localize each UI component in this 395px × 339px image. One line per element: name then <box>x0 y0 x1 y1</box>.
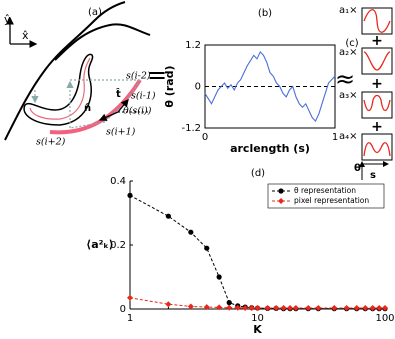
data-point <box>204 245 210 251</box>
data-point <box>188 229 194 235</box>
data-line <box>204 50 336 123</box>
data-point <box>331 305 338 312</box>
legend-label: θ representation <box>294 186 356 195</box>
data-point <box>369 305 376 312</box>
mode-thumbnails <box>359 7 393 180</box>
mode-coefficient: a₄× <box>339 131 358 142</box>
y-tick-label: 0 <box>120 304 126 315</box>
panel-label: (a) <box>88 7 102 18</box>
point-label: s(i+1) <box>106 127 136 138</box>
y-tick-label: 0.4 <box>110 176 126 187</box>
data-point <box>248 305 255 312</box>
data-point <box>226 300 232 306</box>
data-point <box>353 305 360 312</box>
x-tick-label: 1 <box>332 132 338 143</box>
legend-marker <box>278 198 284 204</box>
point-label: θ(s(i)) <box>123 106 152 117</box>
x-tick-label: 0 <box>202 132 208 143</box>
data-point <box>273 305 280 312</box>
point-label: s(i+2) <box>36 137 66 148</box>
point-label: s(i-1) <box>131 91 156 102</box>
legend-box <box>267 183 385 209</box>
mode-coefficient: a₁× <box>339 5 358 16</box>
x-tick-label: 100 <box>375 313 394 324</box>
mode-axis-label: s <box>370 170 376 181</box>
plus-sign: + <box>371 119 383 135</box>
data-point <box>127 192 133 198</box>
data-point <box>187 303 194 310</box>
y-axis-label: ⟨a²ₖ⟩ <box>86 238 114 251</box>
data-point <box>216 274 222 280</box>
data-point <box>362 305 369 312</box>
mode-coefficient: a₃× <box>339 90 358 101</box>
data-point <box>315 305 322 312</box>
data-point <box>292 305 299 312</box>
panel-label: (d) <box>251 168 265 179</box>
data-point <box>343 305 350 312</box>
vector-label: t̂ <box>115 87 121 100</box>
data-point <box>216 304 223 311</box>
vector-label: n̂ <box>84 102 91 114</box>
data-point <box>264 305 271 312</box>
data-point <box>382 305 388 312</box>
y-tick-label: -1.2 <box>181 123 201 134</box>
data-line <box>129 194 385 310</box>
legend-label: pixel representation <box>294 196 369 205</box>
y-tick-label: 1.2 <box>185 40 201 51</box>
x-axis-label: arclength (s) <box>230 142 310 155</box>
legend-marker <box>278 188 284 194</box>
data-point <box>165 213 171 219</box>
data-point <box>203 304 210 311</box>
plus-sign: + <box>371 33 383 49</box>
axis-glyph: x̂ <box>22 29 29 42</box>
data-point <box>226 304 233 311</box>
mode-axis-label: θ <box>354 163 361 174</box>
diagram <box>4 1 151 141</box>
data-point <box>280 305 287 312</box>
y-tick-label: 0 <box>195 82 201 93</box>
x-tick-label: 10 <box>251 313 264 324</box>
x-tick-label: 1 <box>127 313 133 324</box>
y-axis-label: θ (rad) <box>163 65 176 107</box>
data-point <box>287 305 294 312</box>
data-point <box>376 305 383 312</box>
panel-label: (c) <box>345 38 358 49</box>
approx-sign: ≈ <box>335 65 355 93</box>
data-point <box>127 294 133 301</box>
data-point <box>242 305 249 312</box>
panel-label: (b) <box>258 8 272 19</box>
data-point <box>254 305 261 312</box>
point-label: s(i-2) <box>126 71 151 82</box>
data-point <box>165 301 172 308</box>
data-point <box>234 304 241 311</box>
x-axis-label: K <box>253 323 262 335</box>
data-point <box>305 305 312 312</box>
y-tick-label: 0.2 <box>110 240 126 251</box>
plus-sign: + <box>371 76 383 92</box>
equals-sign: = <box>147 61 167 89</box>
mode-coefficient: a₂× <box>339 47 358 58</box>
axis-glyph: ŷ <box>4 13 11 26</box>
